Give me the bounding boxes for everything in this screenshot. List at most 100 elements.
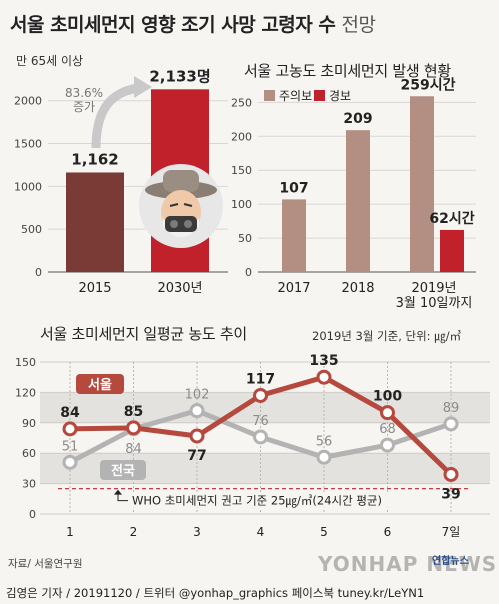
brow — [169, 203, 179, 207]
data-label: 259시간 — [401, 76, 456, 93]
chart2-title: 서울 고농도 초미세먼지 발생 현황 — [244, 62, 451, 80]
series-tag-bg — [100, 460, 146, 480]
reference-pointer-head — [114, 489, 122, 495]
data-label: 117 — [246, 371, 275, 387]
growth-arrow-head — [134, 76, 152, 98]
data-point — [126, 420, 141, 436]
x-tick-label: 7일 — [442, 525, 461, 539]
data-point — [253, 429, 268, 445]
title-main: 서울 초미세먼지 영향 조기 사망 고령자 수 — [10, 14, 336, 36]
hat-crown — [163, 170, 199, 192]
chart1-subtitle: 만 65세 이상 — [16, 54, 84, 68]
growth-arrow-shaft — [91, 83, 139, 149]
series-tag-bg — [76, 374, 124, 394]
data-label: 39 — [441, 486, 460, 502]
data-label: 56 — [316, 434, 333, 449]
data-label: 107 — [279, 180, 308, 196]
data-label: 135 — [309, 353, 338, 369]
annotation-label: 증가 — [73, 100, 95, 114]
beard — [163, 218, 199, 237]
data-label: 68 — [379, 422, 396, 437]
y-tick-label: 50 — [238, 232, 252, 245]
legend-label: 주의보 — [279, 89, 312, 103]
chart3-unit-note: 2019년 3월 기준, 단위: ㎍/㎥ — [312, 329, 462, 343]
data-point — [316, 449, 332, 465]
y-tick-label: 2000 — [14, 95, 42, 108]
data-point — [316, 369, 332, 385]
page-title: 서울 초미세먼지 영향 조기 사망 고령자 수 전망 — [10, 10, 376, 37]
data-point — [189, 403, 205, 419]
reference-label: WHO 초미세먼지 권고 기준 25㎍/㎥(24시간 평균) — [132, 494, 382, 508]
x-tick-label: 3월 10일까지 — [396, 296, 473, 311]
x-tick-label: 2017 — [277, 281, 310, 296]
data-label: 85 — [124, 404, 143, 420]
y-tick-label: 60 — [22, 447, 36, 460]
y-tick-label: 150 — [15, 356, 36, 369]
data-label: 76 — [252, 414, 269, 429]
data-label: 2,133명 — [149, 67, 210, 85]
data-point — [189, 428, 205, 444]
y-tick-label: 200 — [231, 130, 252, 143]
y-tick-label: 30 — [22, 478, 36, 491]
y-tick-label: 100 — [231, 198, 252, 211]
x-tick-label: 6 — [384, 525, 392, 539]
y-tick-label: 250 — [231, 96, 252, 109]
x-tick-label: 2019년 — [411, 281, 456, 296]
data-point — [380, 437, 395, 453]
x-tick-label: 2 — [130, 525, 138, 539]
title-light: 전망 — [341, 14, 376, 36]
annotation-value: 83.6% — [65, 86, 103, 100]
data-label: 62시간 — [429, 210, 474, 227]
data-point — [253, 387, 268, 403]
bar — [66, 172, 124, 272]
reference-pointer — [117, 492, 128, 502]
credit-line: 김영은 기자 / 20191120 / 트위터 @yonhap_graphics… — [6, 586, 425, 600]
y-tick-label: 1000 — [14, 180, 42, 193]
elderly-deaths-bar-chart: 0 500 1000 1500 2000 1,162 2015 2,133명 2030년 83.6… — [14, 67, 228, 296]
data-label: 209 — [343, 111, 372, 127]
x-tick-label: 3 — [193, 525, 201, 539]
y-tick-label: 150 — [231, 164, 252, 177]
chart3-title: 서울 초미세먼지 일평균 농도 추이 — [40, 325, 247, 343]
y-tick-label: 0 — [35, 266, 42, 279]
mask-filter — [184, 220, 192, 228]
watermark: YONHAP NEWS — [318, 552, 498, 576]
data-point — [443, 466, 459, 482]
face-mask — [165, 216, 197, 232]
y-tick-label: 1500 — [14, 138, 42, 151]
x-tick-label: 2030년 — [157, 281, 202, 296]
bar — [282, 199, 306, 272]
bar — [440, 229, 464, 272]
data-point — [443, 416, 459, 432]
reference-label-bg — [130, 492, 430, 508]
masked-person-illustration — [139, 164, 223, 248]
source-note: 자료/ 서울연구원 — [8, 558, 83, 570]
data-point — [62, 454, 78, 470]
x-tick-label: 5 — [320, 525, 328, 539]
series-tag: 서울 — [88, 377, 112, 393]
x-tick-label: 4 — [257, 525, 265, 539]
data-point — [62, 421, 78, 437]
data-point — [380, 405, 395, 421]
series-tag: 전국 — [111, 463, 135, 479]
bar — [346, 130, 370, 272]
data-label: 1,162 — [71, 150, 118, 168]
brow — [183, 203, 193, 207]
y-tick-label: 0 — [245, 266, 252, 279]
data-label: 84 — [125, 442, 142, 457]
legend-swatch — [314, 90, 325, 101]
legend-swatch — [264, 90, 275, 101]
y-tick-label: 120 — [15, 386, 36, 399]
legend-label: 경보 — [329, 89, 351, 103]
y-tick-label: 500 — [21, 223, 42, 236]
data-label: 77 — [187, 448, 206, 464]
y-tick-label: 90 — [22, 417, 36, 430]
data-label: 100 — [373, 389, 402, 405]
y-tick-label: 0 — [29, 508, 36, 521]
data-label: 102 — [185, 388, 210, 403]
high-concentration-bar-chart: 0 50 100 150 200 250 주의보 경보 107 209 259시간 62시간 2017 2… — [231, 76, 476, 311]
mask-filter — [170, 220, 178, 228]
bar — [410, 96, 434, 272]
